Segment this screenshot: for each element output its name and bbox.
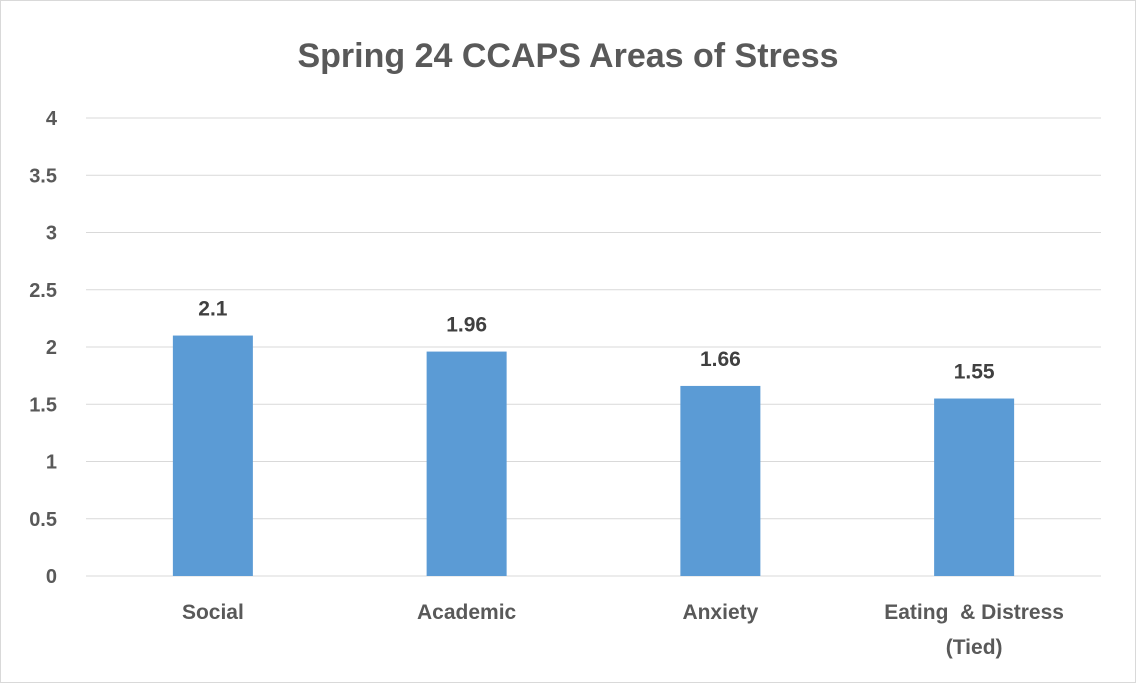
x-category-label: Eating & Distress [884,601,1064,624]
y-tick-label: 3.5 [29,165,57,187]
bar [934,398,1015,576]
x-category-label: Social [182,601,244,624]
y-tick-label: 0 [46,566,57,588]
y-tick-label: 1 [46,452,57,474]
data-label: 1.55 [954,361,995,384]
y-tick-label: 4 [46,108,58,130]
data-label: 1.96 [446,314,487,337]
bar [172,335,253,576]
chart-title: Spring 24 CCAPS Areas of Stress [297,37,838,75]
bars [172,335,1015,576]
y-tick-label: 2.5 [29,280,57,302]
data-label: 1.66 [700,348,741,371]
y-tick-label: 3 [46,223,57,245]
bar [680,385,761,576]
y-tick-label: 1.5 [29,394,57,416]
x-category-label: Anxiety [682,601,758,624]
y-tick-label: 0.5 [29,509,57,531]
x-category-label: (Tied) [946,636,1003,659]
data-labels: 2.1 1.96 1.66 1.55 [198,298,995,384]
gridlines [86,117,1101,577]
x-axis-categories: Social Academic Anxiety Eating & Distress (T… [182,601,1064,659]
y-tick-label: 2 [46,337,57,359]
x-category-label: Academic [417,601,517,624]
bar [426,351,507,576]
data-label: 2.1 [198,298,228,321]
y-axis-ticks: 0 0.5 1 1.5 2 2.5 3 3.5 4 [29,108,58,588]
